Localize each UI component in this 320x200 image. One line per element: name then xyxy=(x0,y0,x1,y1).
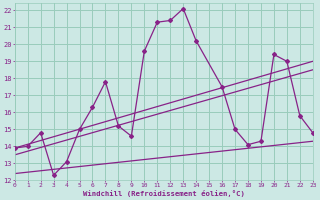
X-axis label: Windchill (Refroidissement éolien,°C): Windchill (Refroidissement éolien,°C) xyxy=(83,190,245,197)
